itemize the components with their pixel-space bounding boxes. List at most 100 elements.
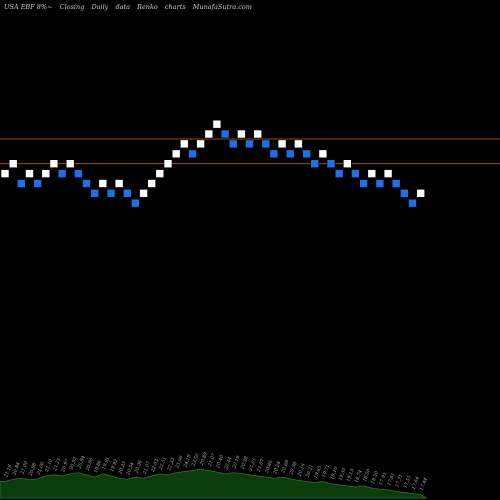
renko-bricks [0, 119, 426, 208]
header-word-charts: charts [164, 3, 186, 11]
volume-label: 20.89 [198, 452, 209, 467]
renko-brick-down [106, 189, 116, 198]
volume-label: 20.46 [264, 459, 275, 474]
renko-brick-down [74, 169, 83, 178]
volume-label: 19.71 [321, 464, 331, 478]
ticker-symbol: USA EBF 8%~ [4, 3, 53, 11]
renko-brick-up [147, 179, 156, 188]
volume-label: 23.50 [190, 453, 201, 468]
volume-label: 20.44 [223, 456, 234, 471]
renko-brick-down [131, 198, 140, 208]
volume-label: 19.35 [337, 467, 347, 481]
volume-label: 20.92 [68, 456, 79, 471]
header-word-renko: Renko [137, 3, 158, 11]
volume-label: 20.69 [280, 459, 291, 474]
volume-label: 19.91 [101, 456, 111, 470]
renko-brick-up [318, 149, 328, 159]
renko-brick-down [375, 179, 385, 188]
renko-brick-down [302, 149, 311, 159]
renko-brick-down [285, 149, 295, 159]
renko-brick-up [367, 169, 377, 178]
renko-brick-up [294, 139, 303, 149]
volume-label: 21.01 [247, 457, 258, 472]
renko-brick-up [383, 169, 393, 178]
volume-label: 21.06 [35, 461, 46, 476]
volume-label: 20.84 [76, 455, 87, 470]
volume-area [0, 469, 427, 499]
volume-label: 17.64 [411, 476, 421, 490]
volume-label: 20.38 [239, 456, 250, 471]
renko-brick-up [212, 119, 222, 129]
volume-label: 21.07 [255, 458, 266, 473]
renko-brick-up [98, 179, 108, 188]
renko-brick-down [351, 169, 360, 178]
renko-brick-down [228, 139, 238, 149]
reference-lines [0, 138, 500, 165]
volume-label: 18.20 [370, 470, 380, 484]
renko-brick-up [342, 159, 352, 168]
renko-brick-up [196, 139, 205, 149]
renko-brick-down [326, 159, 336, 168]
volume-label: 20.84 [11, 462, 22, 477]
volume-label: 17.71 [394, 474, 404, 488]
volume-label: 19.13 [346, 468, 356, 482]
volume-label: 19.65 [313, 465, 323, 479]
renko-brick-up [49, 159, 59, 168]
volume-label: 21.07 [207, 453, 218, 468]
renko-brick-up [416, 189, 426, 198]
volume-label: 19.86 [93, 459, 103, 473]
header-word-closing: Closing [59, 3, 85, 11]
renko-brick-down [82, 179, 91, 188]
volume-label: 17.44 [419, 477, 429, 491]
renko-brick-up [155, 169, 165, 178]
renko-brick-down [245, 139, 254, 149]
volume-label: 21.18 [3, 464, 14, 479]
volume-label: 20.54 [125, 462, 136, 477]
volume-label: 21.07 [141, 460, 152, 475]
volume-label: 18.50 [362, 468, 372, 482]
renko-brick-up [171, 149, 181, 159]
volume-label: 20.38 [288, 461, 299, 476]
renko-brick-up [139, 189, 148, 198]
volume-label: 22.03 [150, 458, 161, 473]
renko-brick-up [204, 129, 214, 139]
renko-brick-up [237, 129, 246, 139]
renko-brick-up [65, 159, 75, 168]
volume-label: 20.24 [272, 460, 283, 475]
chart-header: USA EBF 8%~ Closing Daily data Renko cha… [4, 3, 257, 11]
renko-brick-down [269, 149, 279, 159]
renko-brick-up [163, 159, 173, 168]
volume-label: 17.55 [403, 475, 413, 489]
renko-brick-down [188, 149, 197, 159]
renko-brick-down [16, 179, 26, 188]
volume-label: 20.40 [215, 454, 226, 469]
volume-label: 20.98 [27, 462, 38, 477]
renko-brick-down [261, 139, 271, 149]
volume-label: 20.18 [231, 455, 242, 470]
renko-brick-up [25, 169, 34, 178]
volume-label: 22.51 [158, 456, 169, 471]
renko-brick-down [334, 169, 344, 178]
renko-brick-down [359, 179, 368, 188]
renko-brick-down [57, 169, 67, 178]
volume-label: 17.81 [386, 472, 396, 486]
renko-brick-up [114, 179, 124, 188]
renko-brick-down [220, 129, 230, 139]
renko-brick-down [123, 189, 132, 198]
volume-label: 19.92 [109, 458, 119, 472]
volume-label: 20.21 [304, 464, 315, 479]
volume-label: 21.10 [44, 458, 55, 473]
volume-label: 20.35 [117, 460, 128, 475]
renko-brick-up [8, 159, 18, 168]
volume-label: 21.00 [19, 460, 30, 475]
volume-label: 17.91 [378, 471, 388, 485]
volume-label: 22.35 [166, 457, 177, 472]
renko-brick-up [0, 169, 10, 178]
renko-brick-up [180, 139, 189, 149]
renko-brick-down [310, 159, 320, 168]
renko-brick-up [41, 169, 51, 178]
volume-label: 23.06 [174, 455, 185, 470]
renko-brick-down [90, 189, 99, 198]
